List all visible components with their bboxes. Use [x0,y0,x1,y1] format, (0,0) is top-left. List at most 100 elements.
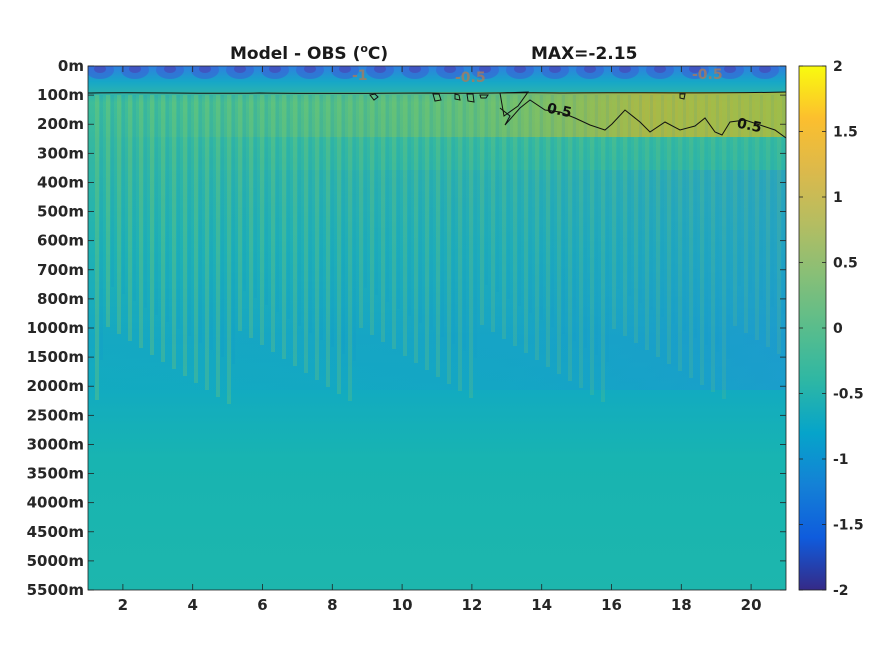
heatmap-field: -1 -0.5 -0.5 0.5 0.5 [88,66,786,590]
contour-blob-5 [479,94,489,99]
heatmap-stripe [777,95,781,354]
surface-blob [129,66,141,73]
y-tick-label: 1000m [27,319,84,337]
heatmap-stripes [95,95,785,404]
heatmap-stripe [667,95,671,364]
y-tick-label: 1500m [27,348,84,366]
heatmap-stripe [194,95,198,383]
contour-label: -1 [352,68,368,84]
heatmap-stripe [612,95,616,329]
surface-blob [199,66,211,73]
surface-blob [444,66,456,73]
y-tick-label: 200m [37,115,84,133]
heatmap-stripe [458,95,462,391]
contour-label: -0.5 [455,70,486,86]
heatmap-stripe [199,95,202,343]
heatmap-stripe [293,95,297,366]
heatmap-stripe [177,95,180,329]
heatmap-stripe [771,95,774,307]
heatmap-stripe [111,95,114,287]
x-tick-label: 20 [741,596,762,614]
colorbar-tick-label: -0.5 [833,387,864,403]
colorbar-ticks: 2 1.5 1 0.5 0 -0.5 -1 -1.5 -2 [799,59,864,599]
contour-blob-2 [432,93,442,102]
heatmap-stripe [595,95,598,355]
y-axis: 0m 100m 200m 300m 400m 500m 600m 700m 800m 1000m 1… [27,57,786,599]
y-tick-label: 5500m [27,581,84,599]
y-tick-label: 100m [37,86,84,104]
heatmap-stripe [260,95,264,345]
heatmap-stripe [452,95,455,344]
surface-blob [759,66,771,73]
heatmap-stripe [331,95,334,347]
heatmap-stripe [716,95,719,352]
heatmap-stripe [188,95,191,336]
heatmap-stripe [386,95,389,302]
heatmap-stripe [623,95,627,336]
heatmap-stripe [447,95,451,384]
heatmap-stripe [161,95,165,362]
heatmap-stripe [480,95,484,325]
colorbar-tick-label: 0.5 [833,256,858,272]
x-tick-label: 14 [531,596,552,614]
heatmap-stripe [463,95,466,351]
contour-label: -0.5 [692,67,723,83]
heatmap-right-shading [88,170,786,390]
heatmap-stripe [546,95,550,367]
heatmap-stripe [590,95,594,395]
heatmap-stripe [320,95,323,340]
heatmap-stripe [617,95,620,289]
heatmap-stripe [727,95,730,359]
y-tick-label: 800m [37,290,84,308]
heatmap-stripe [513,95,517,346]
heatmap-stripe [216,95,220,397]
heatmap-stripe [782,95,785,314]
heatmap-stripe [403,95,407,356]
surface-blob [514,66,526,73]
heatmap-stripe [172,95,176,369]
heatmap-stripe [744,95,748,333]
heatmap-stripe [766,95,770,347]
y-tick-label: 500m [37,203,84,221]
heatmap-stripe [656,95,660,357]
y-tick-label: 3500m [27,465,84,483]
surface-blob [164,66,176,73]
surface-blob [654,66,666,73]
heatmap-stripe [348,95,352,401]
heatmap-stripe [557,95,561,374]
heatmap-stripe [210,95,213,350]
heatmap-stripe [579,95,583,388]
chart-title: Model - OBS (oC) [230,42,388,64]
heatmap-stripe [397,95,400,309]
y-tick-label: 400m [37,173,84,191]
heatmap-stripe [304,95,308,373]
x-tick-label: 10 [392,596,413,614]
heatmap-stripe [315,95,319,380]
x-axis: 2 4 6 8 10 12 14 16 18 20 [118,66,762,614]
contour-0.5-lower-line [499,99,786,139]
heatmap-stripe [469,95,473,398]
heatmap-stripe [573,95,576,341]
surface-blob [689,66,701,73]
heatmap-stripe [601,95,605,402]
heatmap-stripe [128,95,132,341]
heatmap-stripe [238,95,242,331]
heatmap-stripe [645,95,649,350]
heatmap-stripe [133,95,136,301]
heatmap-stripe [408,95,411,316]
contour-blob-3 [454,93,461,101]
contour-blob-1 [369,93,379,101]
heatmap-stripe [639,95,642,303]
colorbar-tick-label: 1 [833,190,843,206]
heatmap-stripe [749,95,752,293]
heatmap-stripe [661,95,664,317]
y-tick-label: 2000m [27,377,84,395]
heatmap-stripe [337,95,341,394]
heatmap-stripe [425,95,429,370]
heatmap-stripe [342,95,345,354]
heatmap-stripe [155,95,158,315]
heatmap-stripe [711,95,715,392]
heatmap-stripe [100,95,103,360]
heatmap-stripe [353,95,356,361]
x-tick-label: 16 [601,596,622,614]
